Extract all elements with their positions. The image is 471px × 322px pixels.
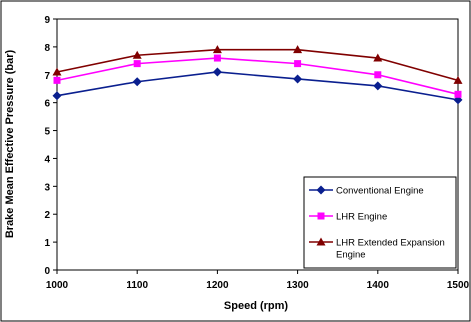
legend-entry: LHR Extended Expansion Engine — [309, 237, 445, 261]
y-axis: 0 1 2 3 4 5 6 7 8 9 — [44, 15, 57, 277]
x-tick-label: 1300 — [286, 280, 309, 291]
y-axis-label: Brake Mean Effective Pressure (bar) — [4, 50, 16, 239]
data-point — [212, 67, 222, 77]
x-tick-label: 1000 — [46, 280, 69, 291]
data-point — [212, 45, 222, 54]
legend-label: LHR Extended Expansion Engine — [336, 238, 445, 261]
series-line — [56, 57, 459, 96]
data-point — [213, 54, 221, 62]
y-tick-label: 8 — [44, 43, 50, 54]
data-point — [52, 91, 62, 101]
legend-marker — [316, 185, 326, 195]
x-tick-label: 1500 — [447, 280, 470, 291]
data-point — [293, 45, 303, 54]
y-tick-label: 7 — [44, 71, 50, 82]
y-tick-label: 5 — [44, 127, 50, 138]
data-point — [132, 50, 142, 59]
x-tick-label: 1200 — [206, 280, 229, 291]
data-point — [373, 81, 383, 91]
data-point — [293, 74, 303, 84]
series-3 — [52, 45, 463, 84]
y-tick-label: 1 — [44, 238, 50, 249]
x-axis-label: Speed (rpm) — [224, 300, 289, 312]
x-tick-label: 1100 — [126, 280, 148, 291]
x-axis: 1000 1100 1200 1300 1400 1500 — [46, 270, 470, 291]
data-point — [374, 71, 382, 79]
legend-entry: Conventional Engine — [309, 185, 424, 197]
series-line — [56, 71, 459, 101]
series-layer — [52, 45, 463, 105]
legend-marker — [316, 237, 326, 246]
legend-entry: LHR Engine — [309, 212, 387, 223]
y-tick-label: 3 — [44, 182, 50, 193]
legend-box — [303, 176, 457, 269]
series-line — [56, 48, 459, 82]
x-tick-label: 1400 — [367, 280, 390, 291]
data-point — [454, 90, 462, 98]
data-point — [132, 77, 142, 87]
y-tick-label: 2 — [44, 210, 50, 221]
legend-marker — [317, 212, 325, 220]
data-point — [373, 53, 383, 62]
y-tick-label: 9 — [44, 15, 50, 26]
legend-label: Conventional Engine — [336, 186, 424, 197]
y-tick-label: 6 — [44, 99, 50, 110]
legend-label: LHR Engine — [336, 212, 387, 223]
data-point — [52, 67, 62, 76]
data-point — [453, 75, 463, 84]
series-2 — [53, 54, 462, 98]
data-point — [133, 60, 141, 68]
y-tick-label: 0 — [44, 266, 50, 277]
y-tick-label: 4 — [44, 154, 50, 165]
data-point — [53, 76, 61, 84]
data-point — [294, 60, 302, 68]
legend: Conventional Engine LHR Engine LHR Extende… — [303, 176, 457, 269]
series-1 — [52, 67, 463, 105]
